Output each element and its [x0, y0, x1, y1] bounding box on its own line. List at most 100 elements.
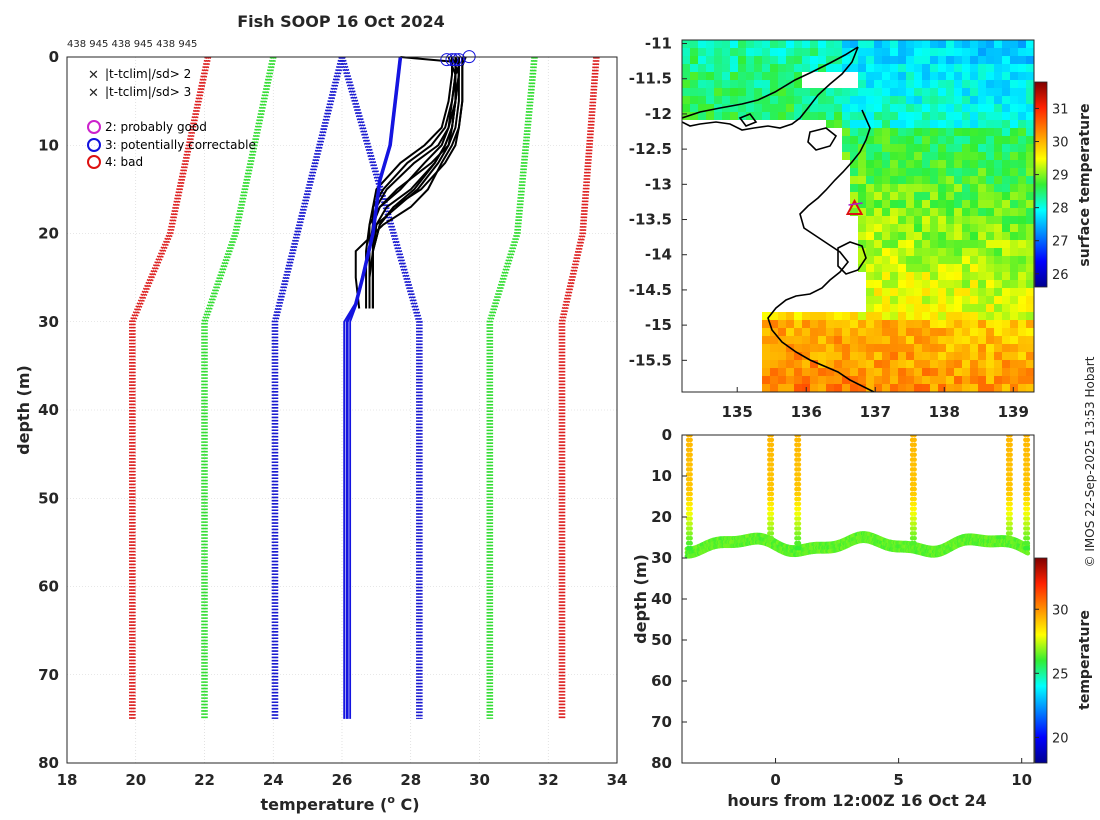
- map-cell: [714, 80, 723, 89]
- map-cell: [954, 352, 963, 361]
- map-cell: [698, 88, 707, 97]
- map-cell: [874, 240, 883, 249]
- profile-point: [770, 487, 775, 492]
- map-cell: [882, 184, 891, 193]
- map-cell: [946, 232, 955, 241]
- map-cell: [930, 272, 939, 281]
- map-cell: [994, 232, 1003, 241]
- map-cell: [810, 336, 819, 345]
- map-cell: [906, 216, 915, 225]
- map-cell: [786, 168, 795, 177]
- map-cell: [706, 368, 715, 377]
- map-cell: [786, 312, 795, 321]
- map-cell: [762, 208, 771, 217]
- map-cell: [978, 176, 987, 185]
- profile-point: [912, 516, 917, 521]
- map-cell: [754, 176, 763, 185]
- map-cell: [866, 376, 875, 385]
- map-cell: [1010, 272, 1019, 281]
- map-cell: [970, 224, 979, 233]
- map-cell: [1026, 96, 1035, 105]
- map-cell: [698, 192, 707, 201]
- profile-point: [912, 477, 917, 482]
- timeseries-colorbar: [1035, 558, 1047, 763]
- map-cell: [738, 352, 747, 361]
- map-cell: [738, 320, 747, 329]
- map-cell: [1010, 184, 1019, 193]
- map-cell: [786, 376, 795, 385]
- map-cell: [842, 112, 851, 121]
- map-cell: [1010, 88, 1019, 97]
- map-cell: [802, 56, 811, 65]
- legend-marker-x-green: ✕: [88, 68, 99, 83]
- map-cell: [794, 336, 803, 345]
- map-cell: [1010, 152, 1019, 161]
- profile-point: [1008, 487, 1013, 492]
- map-cell: [1018, 272, 1027, 281]
- map-cell: [962, 328, 971, 337]
- map-cell: [834, 376, 843, 385]
- map-cell: [954, 176, 963, 185]
- map-cell: [1010, 40, 1019, 49]
- map-cell: [882, 40, 891, 49]
- profile-point: [797, 467, 802, 472]
- map-cell: [978, 88, 987, 97]
- map-cell: [986, 248, 995, 257]
- map-cell: [762, 144, 771, 153]
- map-cell: [930, 384, 939, 393]
- map-x-tick-137: 137: [860, 403, 891, 421]
- map-cell: [818, 200, 827, 209]
- map-cell: [714, 344, 723, 353]
- map-cell: [690, 40, 699, 49]
- map-cell: [730, 200, 739, 209]
- map-cell: [706, 296, 715, 305]
- map-cell: [946, 360, 955, 369]
- map-cell: [1010, 368, 1019, 377]
- map-cell: [746, 296, 755, 305]
- map-cell: [922, 280, 931, 289]
- map-cell: [1010, 256, 1019, 265]
- map-cell: [730, 80, 739, 89]
- map-cell: [970, 256, 979, 265]
- map-cell: [754, 312, 763, 321]
- map-cell: [842, 152, 851, 161]
- map-x-tick-138: 138: [929, 403, 960, 421]
- map-cell: [954, 264, 963, 273]
- map-cell: [978, 104, 987, 113]
- map-cell: [906, 152, 915, 161]
- map-cell: [842, 80, 851, 89]
- map-cell: [938, 360, 947, 369]
- profile-point: [688, 448, 693, 453]
- map-cell: [930, 296, 939, 305]
- map-cell: [898, 128, 907, 137]
- map-cell: [834, 224, 843, 233]
- map-cell: [682, 104, 691, 113]
- map-cell: [890, 272, 899, 281]
- map-cell: [858, 184, 867, 193]
- map-cell: [930, 136, 939, 145]
- map-cell: [722, 80, 731, 89]
- map-cell: [978, 368, 987, 377]
- map-cell: [722, 240, 731, 249]
- map-cell: [930, 232, 939, 241]
- map-cell: [850, 360, 859, 369]
- map-cell: [970, 344, 979, 353]
- map-cell: [682, 352, 691, 361]
- climatology-3sd-right: [564, 57, 598, 719]
- map-cell: [890, 320, 899, 329]
- map-cell: [906, 88, 915, 97]
- map-cell: [882, 80, 891, 89]
- map-cell: [794, 128, 803, 137]
- map-cell: [922, 256, 931, 265]
- map-cell: [1026, 384, 1035, 393]
- map-cell: [714, 216, 723, 225]
- map-cell: [930, 216, 939, 225]
- map-cell: [970, 352, 979, 361]
- profile-point: [912, 536, 917, 541]
- map-cell: [1018, 200, 1027, 209]
- map-cell: [722, 344, 731, 353]
- map-cell: [738, 56, 747, 65]
- map-cell: [698, 176, 707, 185]
- map-cell: [962, 48, 971, 57]
- map-cell: [690, 376, 699, 385]
